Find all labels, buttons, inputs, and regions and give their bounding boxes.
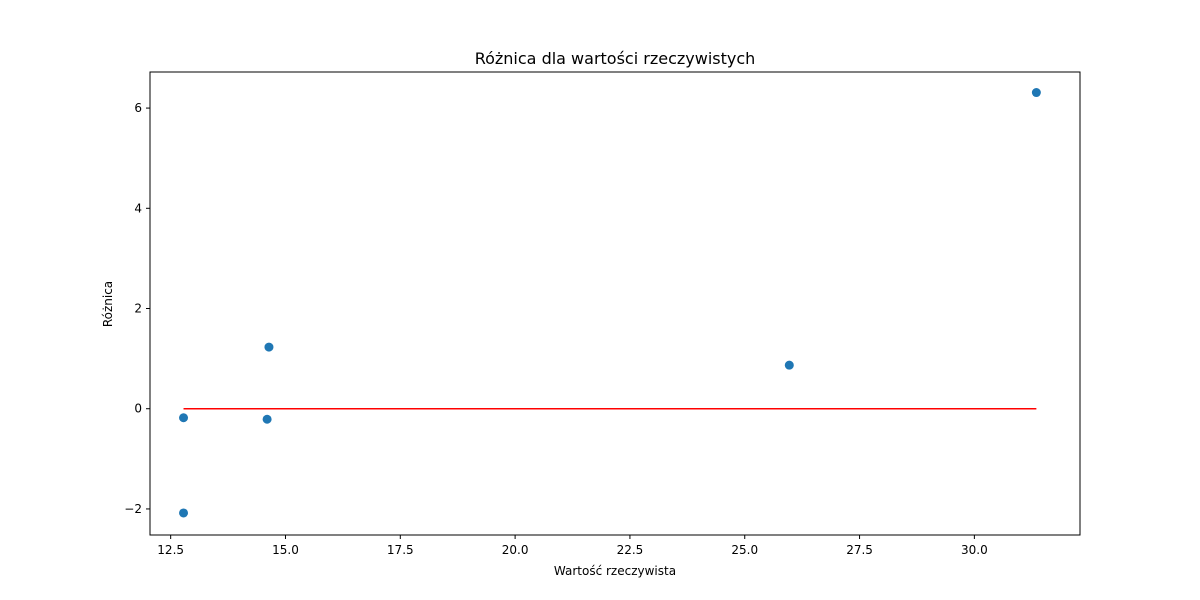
plot-area [179, 88, 1041, 518]
y-tick-label: −2 [124, 502, 142, 516]
x-tick-label: 12.5 [157, 543, 184, 557]
x-tick-label: 27.5 [846, 543, 873, 557]
x-tick-label: 15.0 [272, 543, 299, 557]
y-axis-label: Różnica [101, 281, 115, 327]
y-tick-label: 2 [134, 302, 142, 316]
x-tick-label: 20.0 [502, 543, 529, 557]
x-tick-label: 25.0 [731, 543, 758, 557]
x-axis-label: Wartość rzeczywista [554, 564, 676, 578]
scatter-point [264, 342, 274, 352]
scatter-point [784, 360, 794, 370]
axis-ticks: 12.5 15.0 17.5 20.0 22.5 25.0 27.5 30.0 −2 0 2 4 6 [124, 101, 987, 557]
axes-frame [149, 71, 1081, 536]
chart-title: Różnica dla wartości rzeczywistych [475, 49, 756, 68]
y-tick-label: 6 [134, 101, 142, 115]
y-tick-label: 0 [134, 402, 142, 416]
x-tick-label: 17.5 [387, 543, 414, 557]
scatter-point [1031, 88, 1041, 98]
scatter-point [262, 414, 272, 424]
y-tick-label: 4 [134, 201, 142, 215]
x-tick-label: 30.0 [961, 543, 988, 557]
scatter-point [179, 508, 189, 518]
scatter-point [179, 413, 189, 423]
x-tick-label: 22.5 [617, 543, 644, 557]
